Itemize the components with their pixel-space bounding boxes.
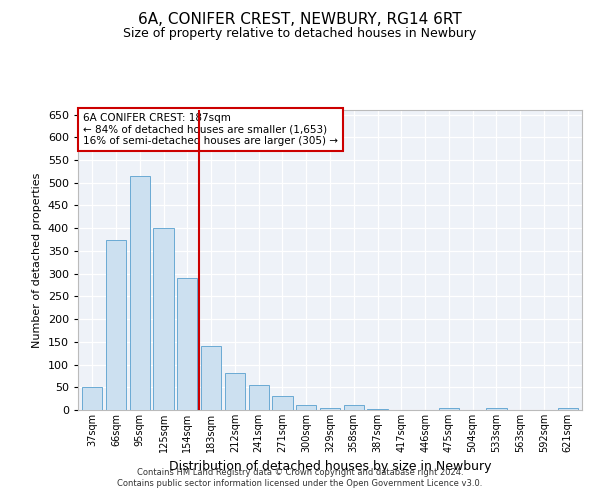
Bar bbox=[272, 396, 293, 410]
Bar bbox=[487, 408, 506, 410]
Bar bbox=[439, 408, 459, 410]
Bar bbox=[296, 406, 316, 410]
Bar bbox=[82, 388, 103, 410]
Bar bbox=[130, 176, 150, 410]
Text: Contains HM Land Registry data © Crown copyright and database right 2024.
Contai: Contains HM Land Registry data © Crown c… bbox=[118, 468, 482, 487]
Bar bbox=[177, 278, 197, 410]
Bar bbox=[201, 346, 221, 410]
Text: 6A, CONIFER CREST, NEWBURY, RG14 6RT: 6A, CONIFER CREST, NEWBURY, RG14 6RT bbox=[138, 12, 462, 28]
Y-axis label: Number of detached properties: Number of detached properties bbox=[32, 172, 42, 348]
Bar bbox=[154, 228, 173, 410]
Bar bbox=[320, 408, 340, 410]
X-axis label: Distribution of detached houses by size in Newbury: Distribution of detached houses by size … bbox=[169, 460, 491, 473]
Bar bbox=[367, 409, 388, 410]
Text: Size of property relative to detached houses in Newbury: Size of property relative to detached ho… bbox=[124, 28, 476, 40]
Bar bbox=[248, 385, 269, 410]
Bar bbox=[557, 408, 578, 410]
Bar bbox=[106, 240, 126, 410]
Bar bbox=[225, 372, 245, 410]
Bar bbox=[344, 404, 364, 410]
Text: 6A CONIFER CREST: 187sqm
← 84% of detached houses are smaller (1,653)
16% of sem: 6A CONIFER CREST: 187sqm ← 84% of detach… bbox=[83, 113, 338, 146]
